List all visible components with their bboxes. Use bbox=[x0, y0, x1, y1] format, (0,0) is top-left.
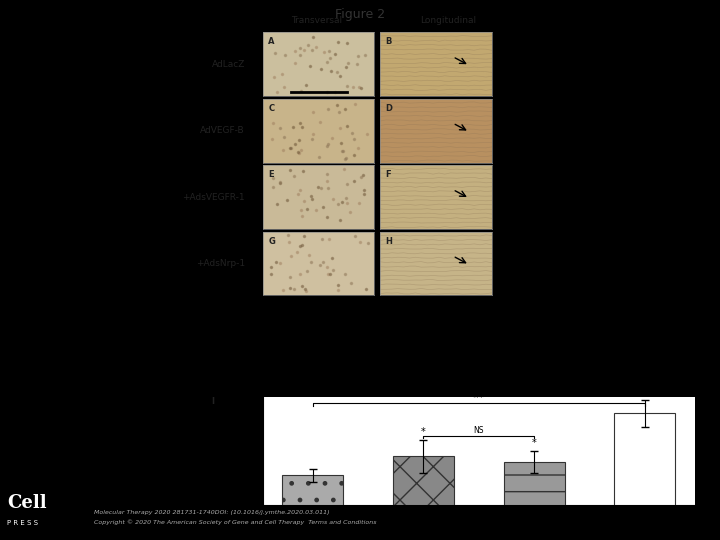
Text: H: H bbox=[386, 237, 392, 246]
Text: F: F bbox=[386, 170, 392, 179]
Text: +AdsNrp-1: +AdsNrp-1 bbox=[196, 259, 245, 268]
Text: E: E bbox=[269, 170, 274, 179]
Text: AdVEGF-B: AdVEGF-B bbox=[200, 126, 245, 135]
Text: +AdsVEGFR-1: +AdsVEGFR-1 bbox=[182, 193, 245, 201]
Text: G: G bbox=[269, 237, 275, 246]
Text: C: C bbox=[269, 104, 274, 113]
Y-axis label: n vessels/FOV: n vessels/FOV bbox=[227, 424, 236, 477]
Bar bbox=[393, 456, 454, 505]
Text: Longitudinal: Longitudinal bbox=[420, 16, 477, 25]
Text: Copyright © 2020 The American Society of Gene and Cell Therapy  Terms and Condit: Copyright © 2020 The American Society of… bbox=[94, 519, 376, 525]
Text: Figure 2: Figure 2 bbox=[335, 8, 385, 21]
Text: ***: *** bbox=[639, 388, 651, 397]
Text: AdLacZ: AdLacZ bbox=[212, 60, 245, 69]
Text: D: D bbox=[386, 104, 392, 113]
Bar bbox=[282, 475, 343, 505]
Bar bbox=[504, 462, 564, 505]
Text: *: * bbox=[421, 427, 426, 437]
Bar bbox=[614, 413, 675, 505]
Text: A: A bbox=[269, 37, 275, 46]
Text: NS: NS bbox=[474, 426, 484, 435]
Text: *: * bbox=[532, 438, 536, 448]
Text: Molecular Therapy 2020 281731-1740DOI: (10.1016/j.ymthe.2020.03.011): Molecular Therapy 2020 281731-1740DOI: (… bbox=[94, 510, 329, 515]
Text: Cell: Cell bbox=[7, 495, 47, 512]
Text: ***: *** bbox=[473, 394, 485, 403]
Text: P R E S S: P R E S S bbox=[7, 519, 38, 525]
Text: Transversal: Transversal bbox=[291, 16, 343, 25]
Text: I: I bbox=[211, 397, 214, 406]
Text: B: B bbox=[386, 37, 392, 46]
